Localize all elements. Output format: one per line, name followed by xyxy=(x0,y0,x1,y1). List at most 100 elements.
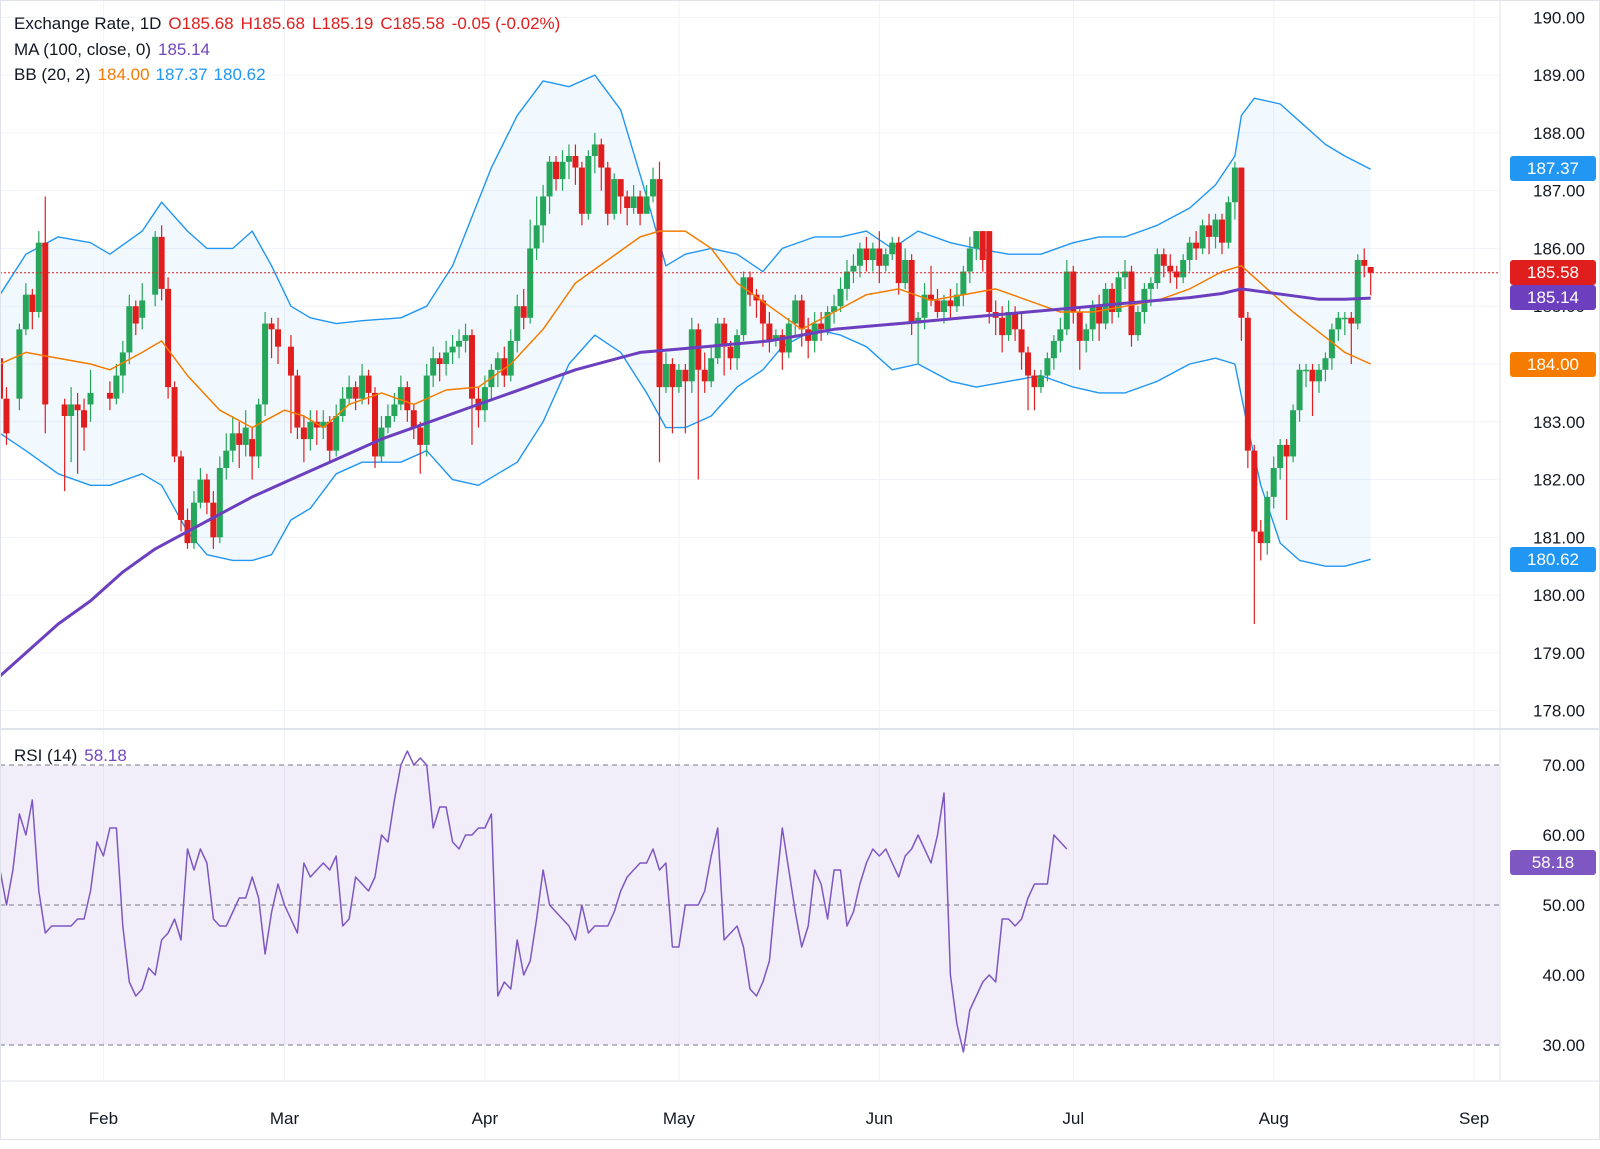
low-value: L185.19 xyxy=(311,14,374,33)
candle-body xyxy=(423,375,430,445)
candle-body xyxy=(1122,271,1128,278)
candle-body xyxy=(216,468,223,538)
price-tick-label: 181.00 xyxy=(1533,528,1585,547)
candle-body xyxy=(934,300,941,312)
candle-body xyxy=(766,323,773,341)
candle-body xyxy=(850,265,857,272)
candle xyxy=(1322,352,1329,382)
bb-band-fill xyxy=(0,75,1371,567)
candle xyxy=(1264,491,1271,555)
candle-body xyxy=(1315,369,1322,382)
candle-body xyxy=(249,439,256,457)
rsi-tick-label: 70.00 xyxy=(1542,756,1585,775)
candle-body xyxy=(856,248,863,266)
candle-body xyxy=(1335,317,1342,330)
candle-body xyxy=(352,387,359,399)
candle-body xyxy=(727,346,734,359)
candle-body xyxy=(255,404,262,457)
candle-body xyxy=(300,427,307,440)
candle xyxy=(275,317,282,364)
candle xyxy=(223,433,230,480)
price-tick-label: 189.00 xyxy=(1533,66,1585,85)
close-value: C185.58 xyxy=(380,14,445,33)
candle-body xyxy=(372,392,378,457)
candle-body xyxy=(1367,266,1374,273)
candle-body xyxy=(1251,450,1258,532)
candle-body xyxy=(16,329,23,399)
candle xyxy=(242,410,249,457)
candle-body xyxy=(979,231,986,260)
open-value: O185.68 xyxy=(168,14,234,33)
candle-body xyxy=(346,387,353,399)
candle-body xyxy=(1109,288,1116,312)
candle xyxy=(889,236,896,260)
rsi-tick-label: 60.00 xyxy=(1542,826,1585,845)
candle xyxy=(190,491,197,549)
candle-body xyxy=(546,161,553,197)
candle-body xyxy=(688,329,695,382)
candle xyxy=(423,364,430,457)
candle xyxy=(462,323,469,353)
candle-body xyxy=(1277,444,1284,468)
bb-upper-line xyxy=(0,74,1372,325)
candle xyxy=(527,219,534,324)
candle-body xyxy=(35,242,42,312)
candle xyxy=(410,404,417,440)
candle xyxy=(656,161,663,463)
candle xyxy=(1225,196,1232,249)
candle-body xyxy=(1231,167,1238,203)
candle xyxy=(688,317,695,393)
candle-body xyxy=(1186,242,1193,260)
candle xyxy=(365,369,372,405)
candle-body xyxy=(1154,254,1161,284)
exchange-label: Exchange Rate, 1D xyxy=(14,14,162,33)
candle-body xyxy=(42,242,49,405)
candle xyxy=(1199,219,1206,255)
bb-mid-badge: 184.00 xyxy=(1510,352,1596,377)
candle xyxy=(87,369,94,422)
candle xyxy=(669,358,676,434)
candle-body xyxy=(391,404,398,416)
candle xyxy=(869,242,876,272)
candle-body xyxy=(1005,312,1012,336)
candle xyxy=(986,231,993,324)
candle xyxy=(152,231,159,307)
candle xyxy=(1354,254,1361,330)
candle xyxy=(501,346,508,388)
bb-upper-value: 187.37 xyxy=(155,65,208,84)
candle-body xyxy=(792,300,799,324)
price-tick-label: 178.00 xyxy=(1533,702,1585,721)
time-tick-label: Jul xyxy=(1062,1109,1084,1128)
candle xyxy=(430,346,437,388)
candle-body xyxy=(740,277,747,336)
candle xyxy=(417,421,424,474)
candle xyxy=(307,410,314,451)
candle-body xyxy=(1025,352,1032,376)
candle xyxy=(339,387,346,422)
rsi-line xyxy=(0,750,1068,1053)
last-price-badge: 185.58 xyxy=(1510,260,1596,285)
rsi-tick-label: 40.00 xyxy=(1542,966,1585,985)
candle xyxy=(1044,352,1051,382)
candle xyxy=(624,190,631,226)
candle-body xyxy=(436,358,443,364)
candle xyxy=(3,387,10,445)
candle-body xyxy=(275,329,282,347)
candles xyxy=(0,132,1374,624)
candle xyxy=(772,329,779,347)
candle-body xyxy=(132,306,139,324)
candle-body xyxy=(501,358,508,376)
bb-mid-value: 184.00 xyxy=(97,65,150,84)
candle xyxy=(1096,294,1103,341)
price-tick-label: 188.00 xyxy=(1533,124,1585,143)
candle xyxy=(643,184,650,214)
candle xyxy=(695,323,702,480)
candle xyxy=(734,329,741,370)
candle-body xyxy=(126,306,133,353)
candle xyxy=(359,364,366,405)
price-tick-label: 183.00 xyxy=(1533,413,1585,432)
candle xyxy=(1309,364,1316,416)
candle-body xyxy=(456,340,463,347)
candle-body xyxy=(611,179,618,214)
